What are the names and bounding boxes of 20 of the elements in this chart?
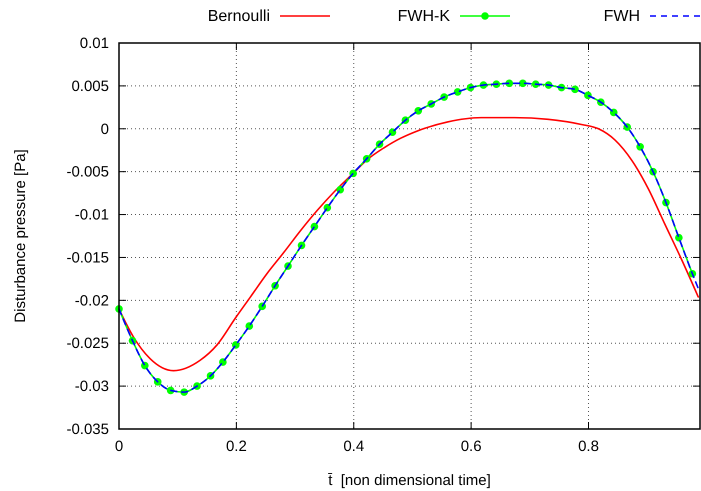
y-tick-label: -0.01	[74, 206, 109, 224]
legend-label: FWH-K	[398, 8, 450, 25]
y-tick-label: -0.03	[74, 378, 109, 396]
y-tick-label: -0.015	[66, 249, 109, 266]
x-tick-label: 0	[114, 438, 124, 455]
y-tick-label: 0	[100, 120, 109, 138]
y-tick-label: 0.005	[71, 78, 109, 95]
x-tick-label: 0.6	[460, 438, 482, 455]
x-tick-label: 0.2	[226, 438, 247, 455]
legend-label: FWH	[604, 8, 640, 25]
y-tick-label: -0.025	[66, 335, 109, 352]
y-tick-label: -0.005	[66, 164, 109, 181]
legend-label: Bernoulli	[208, 8, 270, 25]
y-tick-label: -0.035	[66, 421, 109, 438]
y-axis-title: Disturbance pressure [Pa]	[12, 149, 29, 323]
x-tick-label: 0.4	[343, 438, 364, 455]
x-tick-label: 0.8	[578, 438, 599, 455]
x-axis-title: t̄ [non dimensional time]	[327, 472, 491, 489]
y-tick-label: -0.02	[74, 292, 109, 310]
y-tick-label: 0.01	[80, 35, 109, 52]
